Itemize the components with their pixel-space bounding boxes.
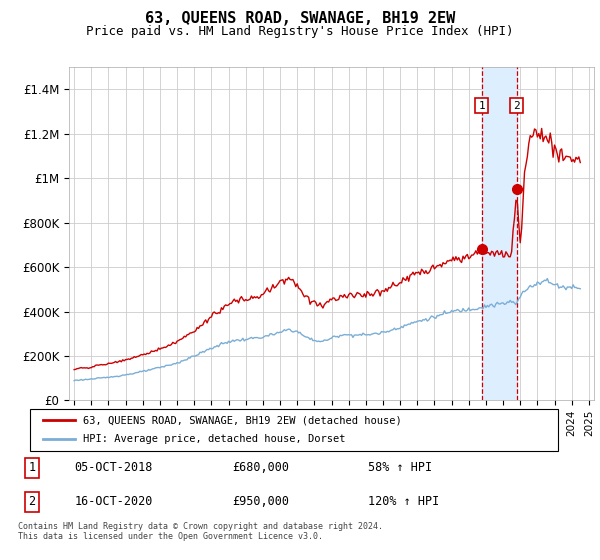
Text: HPI: Average price, detached house, Dorset: HPI: Average price, detached house, Dors… bbox=[83, 435, 346, 445]
Text: 58% ↑ HPI: 58% ↑ HPI bbox=[368, 461, 432, 474]
Text: 63, QUEENS ROAD, SWANAGE, BH19 2EW (detached house): 63, QUEENS ROAD, SWANAGE, BH19 2EW (deta… bbox=[83, 415, 401, 425]
Text: Contains HM Land Registry data © Crown copyright and database right 2024.
This d: Contains HM Land Registry data © Crown c… bbox=[18, 522, 383, 542]
Text: £950,000: £950,000 bbox=[232, 496, 289, 508]
Bar bbox=[482, 67, 517, 400]
Text: 2: 2 bbox=[29, 496, 35, 508]
Text: Price paid vs. HM Land Registry's House Price Index (HPI): Price paid vs. HM Land Registry's House … bbox=[86, 25, 514, 38]
Text: 2: 2 bbox=[513, 100, 520, 110]
Text: 16-OCT-2020: 16-OCT-2020 bbox=[74, 496, 153, 508]
Text: £680,000: £680,000 bbox=[232, 461, 289, 474]
FancyBboxPatch shape bbox=[30, 409, 558, 451]
Text: 1: 1 bbox=[29, 461, 35, 474]
Text: 63, QUEENS ROAD, SWANAGE, BH19 2EW: 63, QUEENS ROAD, SWANAGE, BH19 2EW bbox=[145, 11, 455, 26]
Text: 05-OCT-2018: 05-OCT-2018 bbox=[74, 461, 153, 474]
Text: 120% ↑ HPI: 120% ↑ HPI bbox=[368, 496, 439, 508]
Text: 1: 1 bbox=[478, 100, 485, 110]
